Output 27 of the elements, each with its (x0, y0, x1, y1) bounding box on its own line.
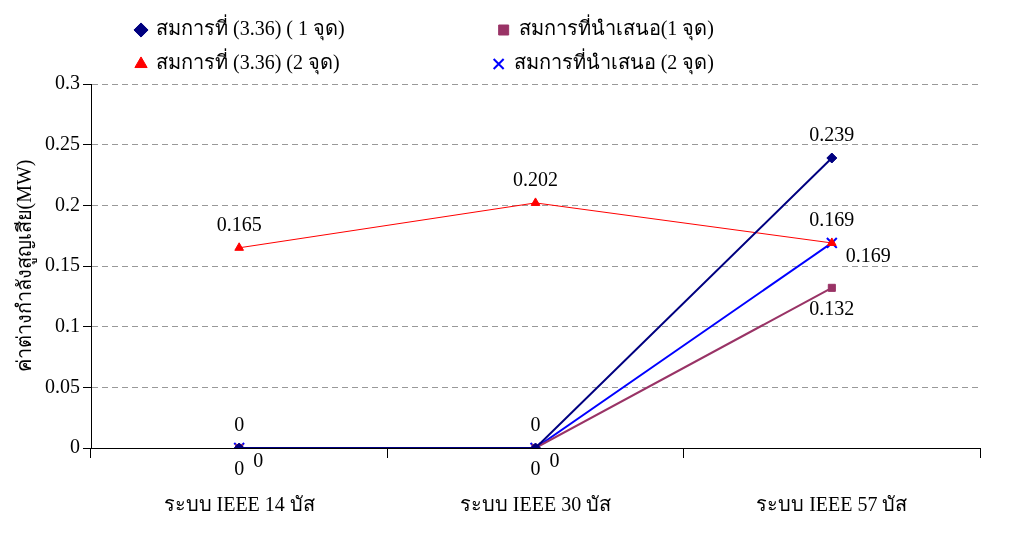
data-label: 0 (549, 449, 560, 472)
data-label: 0 (530, 457, 541, 480)
data-label: 0.202 (513, 168, 558, 191)
x-tick-label: ระบบ IEEE 57 บัส (756, 493, 908, 516)
y-tick-label: 0.2 (55, 192, 80, 215)
y-tick-label: 0 (70, 435, 80, 458)
data-label: 0.165 (216, 213, 262, 236)
y-tick-label: 0.05 (45, 374, 80, 397)
data-label: 0 (234, 413, 245, 436)
data-label: 0.132 (809, 297, 855, 320)
data-label: 0 (234, 457, 245, 480)
data-label: 0.169 (845, 244, 891, 267)
x-tick-label: ระบบ IEEE 14 บัส (163, 493, 315, 516)
y-tick-label: 0.1 (55, 313, 80, 336)
legend-label: สมการที่นำเสนอ (2 จุด) (513, 48, 854, 76)
legend-label: สมการที่ (3.36) (2 จุด) (156, 48, 480, 76)
y-axis-title: ค่าต่างกำลังสูญเสีย(MW) (13, 159, 38, 373)
y-tick-label: 0.15 (45, 253, 80, 276)
y-tick-label: 0.25 (45, 131, 80, 154)
legend-label: สมการที่ (3.36) ( 1 จุด) (156, 14, 485, 42)
x-tick-label: ระบบ IEEE 30 บัส (459, 493, 612, 516)
data-label: 0 (253, 449, 264, 472)
legend-label: สมการที่นำเสนอ(1 จุด) (518, 14, 854, 42)
data-label: 0.239 (809, 123, 855, 146)
data-label: 0 (530, 413, 541, 436)
y-tick-label: 0.3 (55, 71, 80, 94)
data-label: 0.169 (809, 208, 855, 231)
